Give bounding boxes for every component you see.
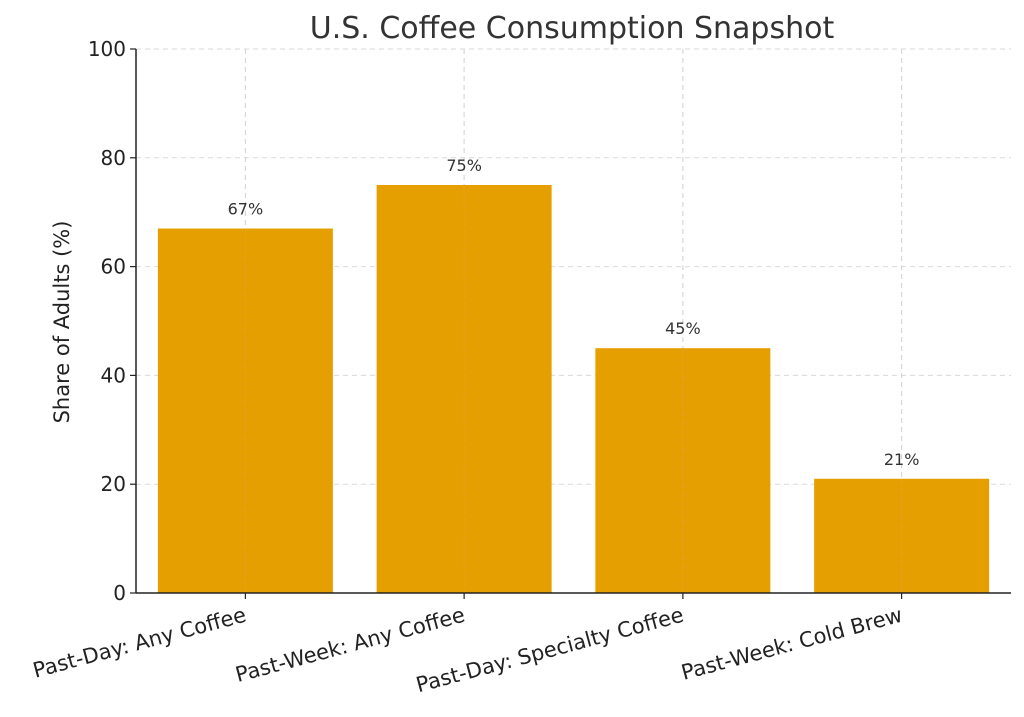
data-label: 67%	[228, 200, 264, 219]
data-label: 45%	[665, 319, 701, 338]
bars	[157, 185, 990, 593]
data-label: 21%	[884, 450, 920, 469]
data-labels: 67% 75% 45% 21%	[228, 156, 920, 469]
y-tick-label: 0	[113, 581, 126, 605]
data-label: 75%	[446, 156, 482, 175]
y-axis-label: Share of Adults (%)	[50, 221, 74, 424]
y-tick-label: 100	[88, 37, 126, 61]
y-tick-label: 40	[101, 363, 126, 387]
x-tick-label: Past-Week: Cold Brew	[679, 603, 905, 685]
y-tick-label: 20	[101, 472, 126, 496]
axes	[130, 48, 1011, 599]
y-tick-label: 80	[101, 146, 126, 170]
x-tick-label: Past-Day: Any Coffee	[30, 603, 248, 683]
y-tick-label: 60	[101, 255, 126, 279]
y-tick-labels: 0 20 40 60 80 100	[88, 37, 126, 605]
chart-title: U.S. Coffee Consumption Snapshot	[310, 11, 835, 46]
